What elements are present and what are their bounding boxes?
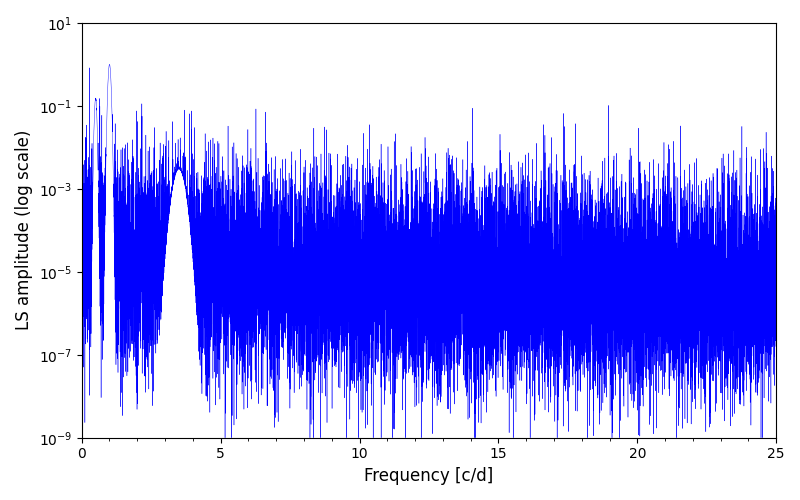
Y-axis label: LS amplitude (log scale): LS amplitude (log scale) bbox=[15, 130, 33, 330]
X-axis label: Frequency [c/d]: Frequency [c/d] bbox=[364, 467, 494, 485]
